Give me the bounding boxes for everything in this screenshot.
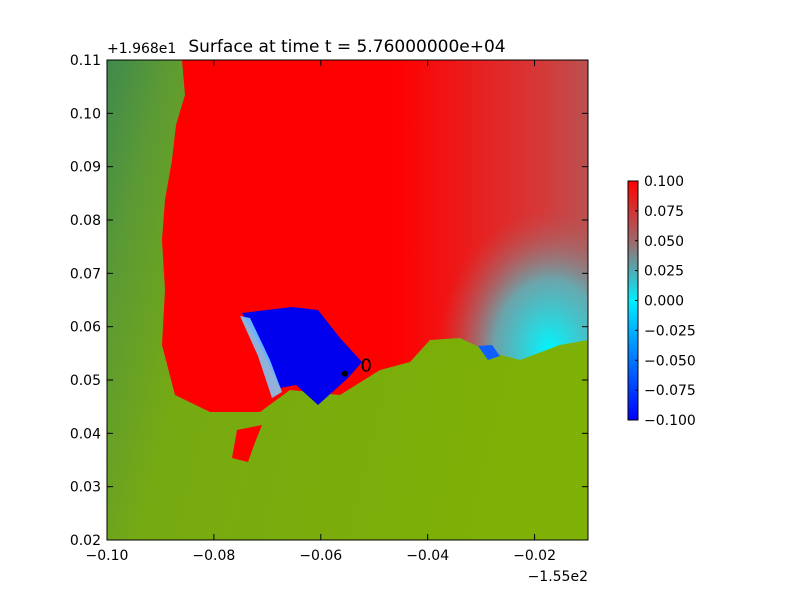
x-tick-label: −0.06	[299, 548, 342, 564]
y-tick-label: 0.11	[70, 53, 101, 69]
y-tick-label: 0.04	[70, 426, 101, 442]
colorbar-tick-label: 0.025	[644, 264, 684, 280]
y-tick-label: 0.09	[70, 160, 101, 176]
colorbar-tick-label: −0.075	[644, 383, 696, 399]
small-blue-patch	[478, 345, 500, 360]
marker-point	[341, 370, 348, 377]
y-offset-label: +1.968e1	[107, 41, 176, 57]
colorbar-tick-label: 0.075	[644, 204, 684, 220]
red-patch	[232, 425, 262, 462]
blue-region	[242, 307, 362, 405]
chart-title: Surface at time t = 5.76000000e+04	[188, 37, 505, 57]
x-tick-label: −0.10	[86, 548, 129, 564]
y-tick-label: 0.06	[70, 320, 101, 336]
colorbar-tick-label: −0.050	[644, 353, 696, 369]
colorbar-tick-label: −0.100	[644, 413, 696, 429]
x-offset-label: −1.55e2	[528, 569, 588, 585]
x-tick-label: −0.08	[192, 548, 235, 564]
y-tick-label: 0.03	[70, 480, 101, 496]
y-axis-ticks: 0.02 0.03 0.04 0.05 0.06 0.07 0.08 0.09 0.10 0.11	[70, 53, 588, 549]
plot-area	[107, 60, 588, 540]
colorbar-tick-label: 0.050	[644, 234, 684, 250]
y-tick-label: 0.07	[70, 266, 101, 282]
y-tick-label: 0.05	[70, 373, 101, 389]
y-tick-label: 0.10	[70, 106, 101, 122]
x-tick-label: −0.04	[406, 548, 449, 564]
plot-frame	[106, 59, 589, 541]
x-tick-label: −0.02	[513, 548, 556, 564]
colorbar-tick-label: 0.000	[644, 294, 684, 310]
markers: 0	[341, 356, 372, 377]
y-tick-label: 0.08	[70, 213, 101, 229]
colorbar-ticks: 0.100 0.075 0.050 0.025 0.000 −0.025 −0.050 −0.…	[635, 174, 696, 429]
colorbar-tick-label: −0.025	[644, 323, 696, 339]
gauge-label: 0	[360, 356, 371, 377]
y-tick-label: 0.02	[70, 533, 101, 549]
colorbar-tick-label: 0.100	[644, 174, 684, 190]
land-west	[107, 60, 588, 540]
x-axis-ticks: −0.10 −0.08 −0.06 −0.04 −0.02	[86, 60, 556, 564]
blue-edge	[240, 316, 282, 398]
